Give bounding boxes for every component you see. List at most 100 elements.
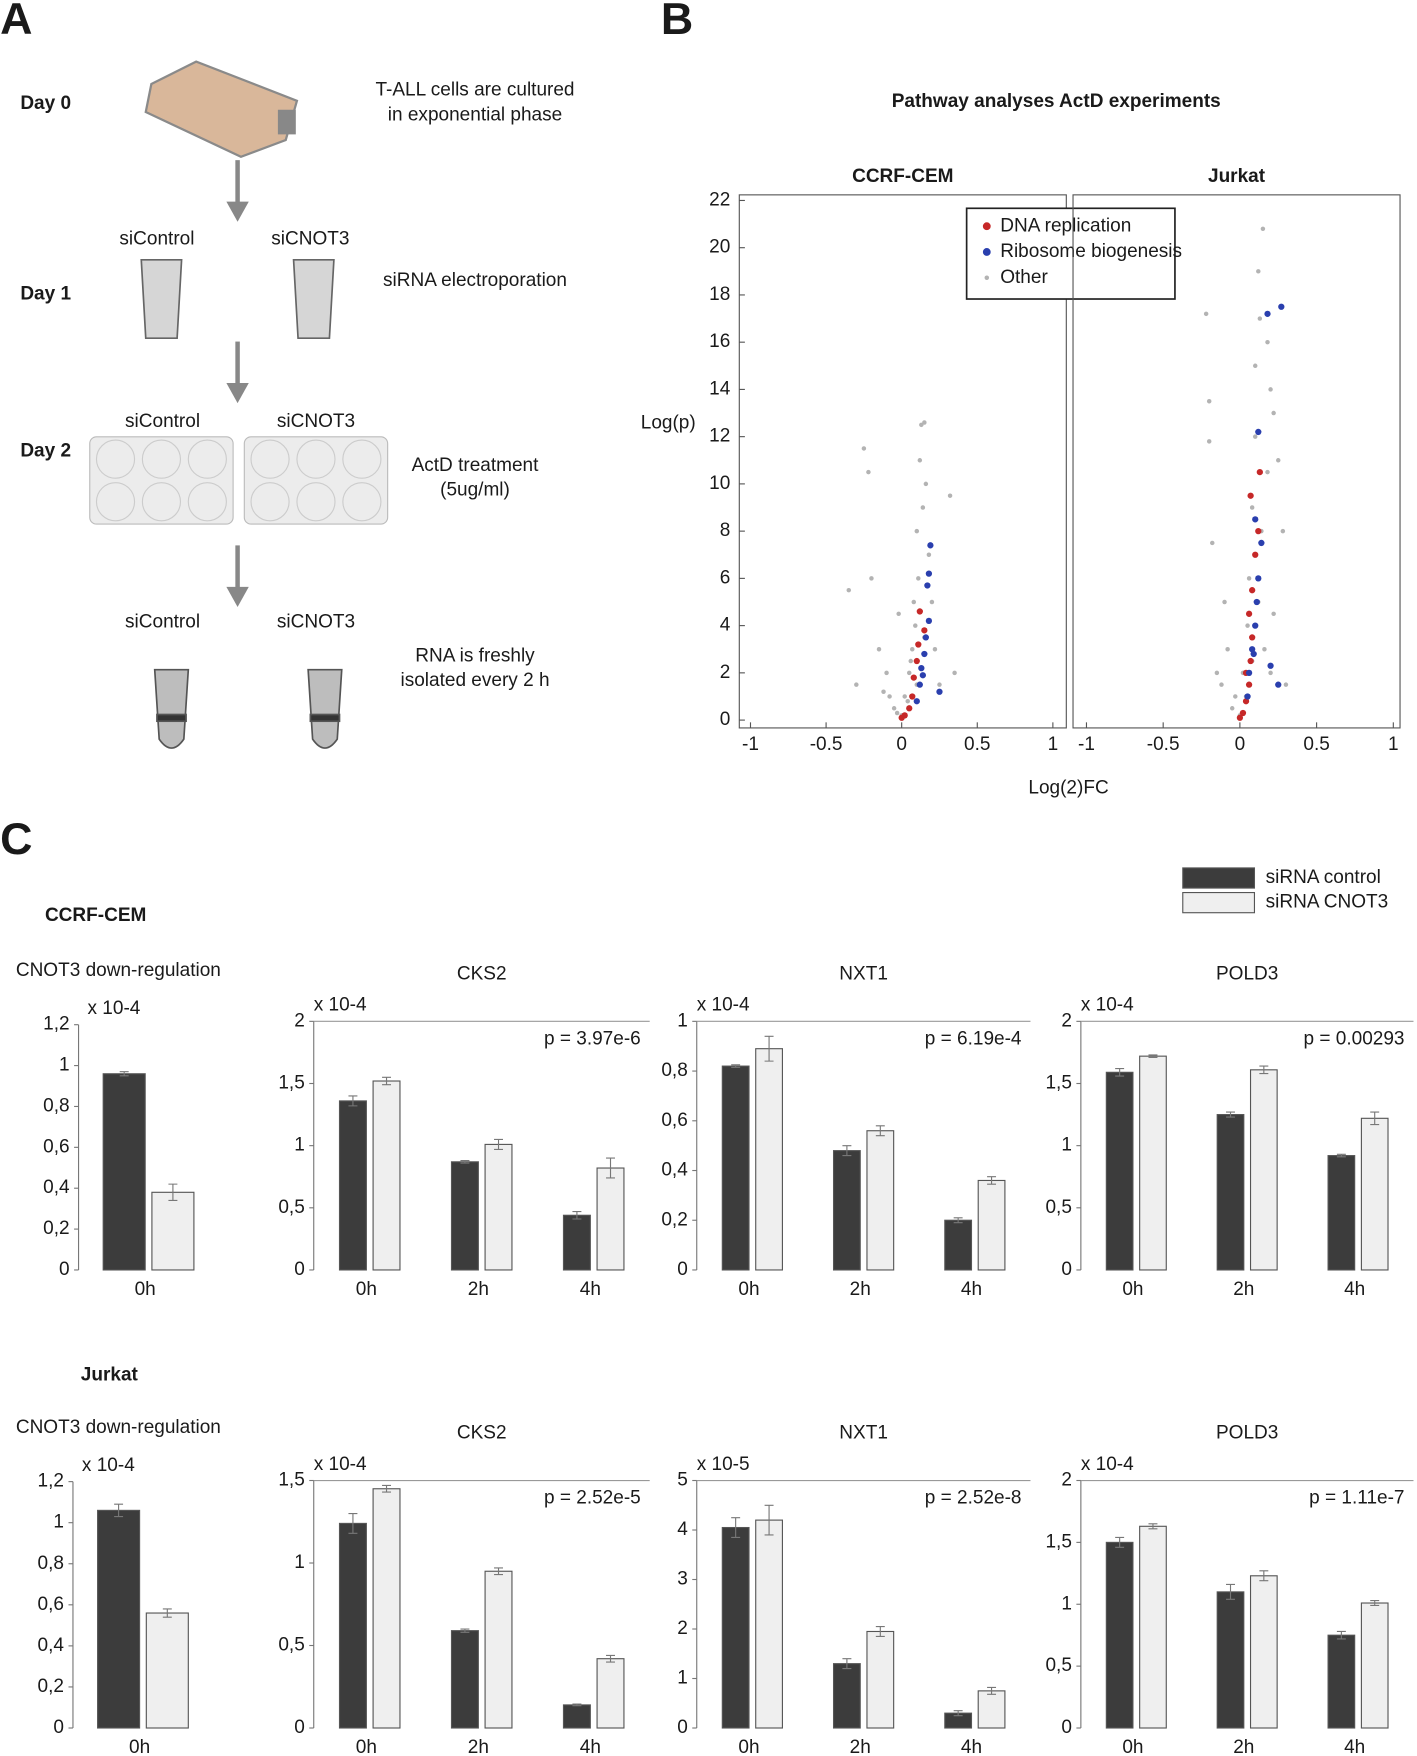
point	[905, 698, 910, 704]
x-tick-label: 0	[1235, 734, 1246, 755]
point	[916, 608, 923, 615]
point	[921, 650, 928, 658]
y-tick-label: 0,8	[661, 1060, 687, 1081]
point	[1271, 410, 1276, 416]
x-tick-label: 0h	[1122, 1279, 1143, 1300]
day-label: Day 1	[20, 284, 71, 305]
point	[952, 670, 957, 676]
point	[1280, 528, 1286, 534]
unit-label: x 10-4	[1081, 1454, 1134, 1475]
point	[846, 587, 852, 593]
bar	[832, 1663, 861, 1729]
chart-title: POLD3	[1216, 963, 1278, 984]
legend-label: siRNA CNOT3	[1266, 892, 1389, 913]
panel-title: Pathway analyses ActD experiments	[892, 91, 1221, 112]
point	[1239, 709, 1247, 717]
x-tick-label: 0h	[738, 1279, 759, 1300]
error-bar	[1259, 1065, 1269, 1075]
x-tick-label: 2h	[468, 1737, 489, 1756]
y-tick-label: 2	[1061, 1010, 1072, 1031]
point	[1252, 363, 1258, 369]
error-bar	[1226, 1111, 1235, 1118]
x-tick-label: 0h	[356, 1737, 377, 1756]
x-tick-label: 4h	[580, 1737, 601, 1756]
day-label: Day 2	[20, 440, 71, 461]
error-bar	[119, 1071, 129, 1077]
error-bar	[1148, 1054, 1158, 1058]
unit-label: x 10-4	[82, 1455, 135, 1476]
unit-label: x 10-4	[88, 998, 141, 1019]
y-tick-label: 1	[677, 1668, 688, 1689]
y-tick-label: 3	[677, 1569, 688, 1590]
point	[1255, 528, 1262, 535]
unit-label: x 10-4	[697, 995, 750, 1016]
x-tick-label: 0.5	[1303, 734, 1329, 755]
point	[937, 682, 942, 687]
point	[1268, 670, 1273, 676]
error-bar	[1336, 1630, 1346, 1640]
condition-label: siCNOT3	[277, 612, 355, 633]
error-bar	[606, 1654, 615, 1663]
point	[861, 446, 867, 451]
bar	[1327, 1155, 1356, 1271]
bar	[372, 1488, 401, 1729]
chart-title: NXT1	[839, 1423, 888, 1444]
plates	[89, 436, 389, 525]
point	[947, 493, 953, 498]
bar	[1139, 1055, 1167, 1271]
y-tick-label: 1	[1061, 1593, 1072, 1614]
group-heading: CCRF-CEM	[45, 905, 146, 926]
y-tick-label: 0,6	[38, 1594, 64, 1615]
error-bar	[1115, 1068, 1125, 1077]
step-description: T-ALL cells are cultured	[375, 80, 574, 101]
error-bar	[987, 1686, 997, 1695]
point	[914, 528, 920, 534]
x-tick-label: 2h	[850, 1737, 871, 1756]
p-value: p = 0.00293	[1304, 1028, 1405, 1049]
y-tick-label: 0,8	[43, 1095, 69, 1116]
error-bar	[875, 1625, 885, 1637]
x-tick-label: 2h	[1233, 1279, 1254, 1300]
point	[1276, 458, 1281, 463]
error-bar	[1115, 1536, 1125, 1548]
point	[907, 670, 912, 676]
point	[908, 658, 913, 664]
x-tick-label: 0h	[135, 1279, 156, 1300]
point	[913, 698, 920, 705]
x-tick-label: -0.5	[1147, 734, 1180, 755]
legend-label: DNA replication	[1000, 215, 1131, 236]
error-bar	[494, 1567, 503, 1576]
bar	[721, 1065, 750, 1271]
y-tick-label: 0,5	[1045, 1197, 1071, 1218]
legend-swatch	[1182, 891, 1256, 914]
arrows	[226, 160, 249, 607]
point	[916, 576, 921, 581]
point	[1267, 662, 1274, 669]
unit-label: x 10-5	[697, 1454, 750, 1475]
point	[866, 469, 871, 475]
y-tick-label: 0	[720, 709, 731, 730]
point	[932, 646, 938, 652]
error-bar	[1226, 1583, 1235, 1600]
y-axis-label: Log(p)	[641, 412, 696, 433]
point	[1278, 303, 1285, 310]
point	[1256, 468, 1263, 476]
y-tick-label: 1,2	[38, 1471, 64, 1492]
chart-title: CNOT3 down-regulation	[16, 960, 221, 981]
point	[915, 641, 922, 648]
bar	[338, 1100, 367, 1271]
step-description: in exponential phase	[388, 104, 562, 125]
point	[891, 706, 897, 711]
error-bar	[987, 1176, 997, 1185]
bar	[1360, 1117, 1389, 1271]
x-tick-label: 4h	[1344, 1279, 1365, 1300]
point	[1233, 694, 1238, 699]
bar	[484, 1143, 513, 1271]
point	[1242, 698, 1250, 705]
point	[926, 552, 932, 557]
y-tick-label: 1	[677, 1010, 688, 1031]
point	[922, 634, 930, 641]
point	[1252, 434, 1258, 439]
bar	[866, 1630, 895, 1729]
